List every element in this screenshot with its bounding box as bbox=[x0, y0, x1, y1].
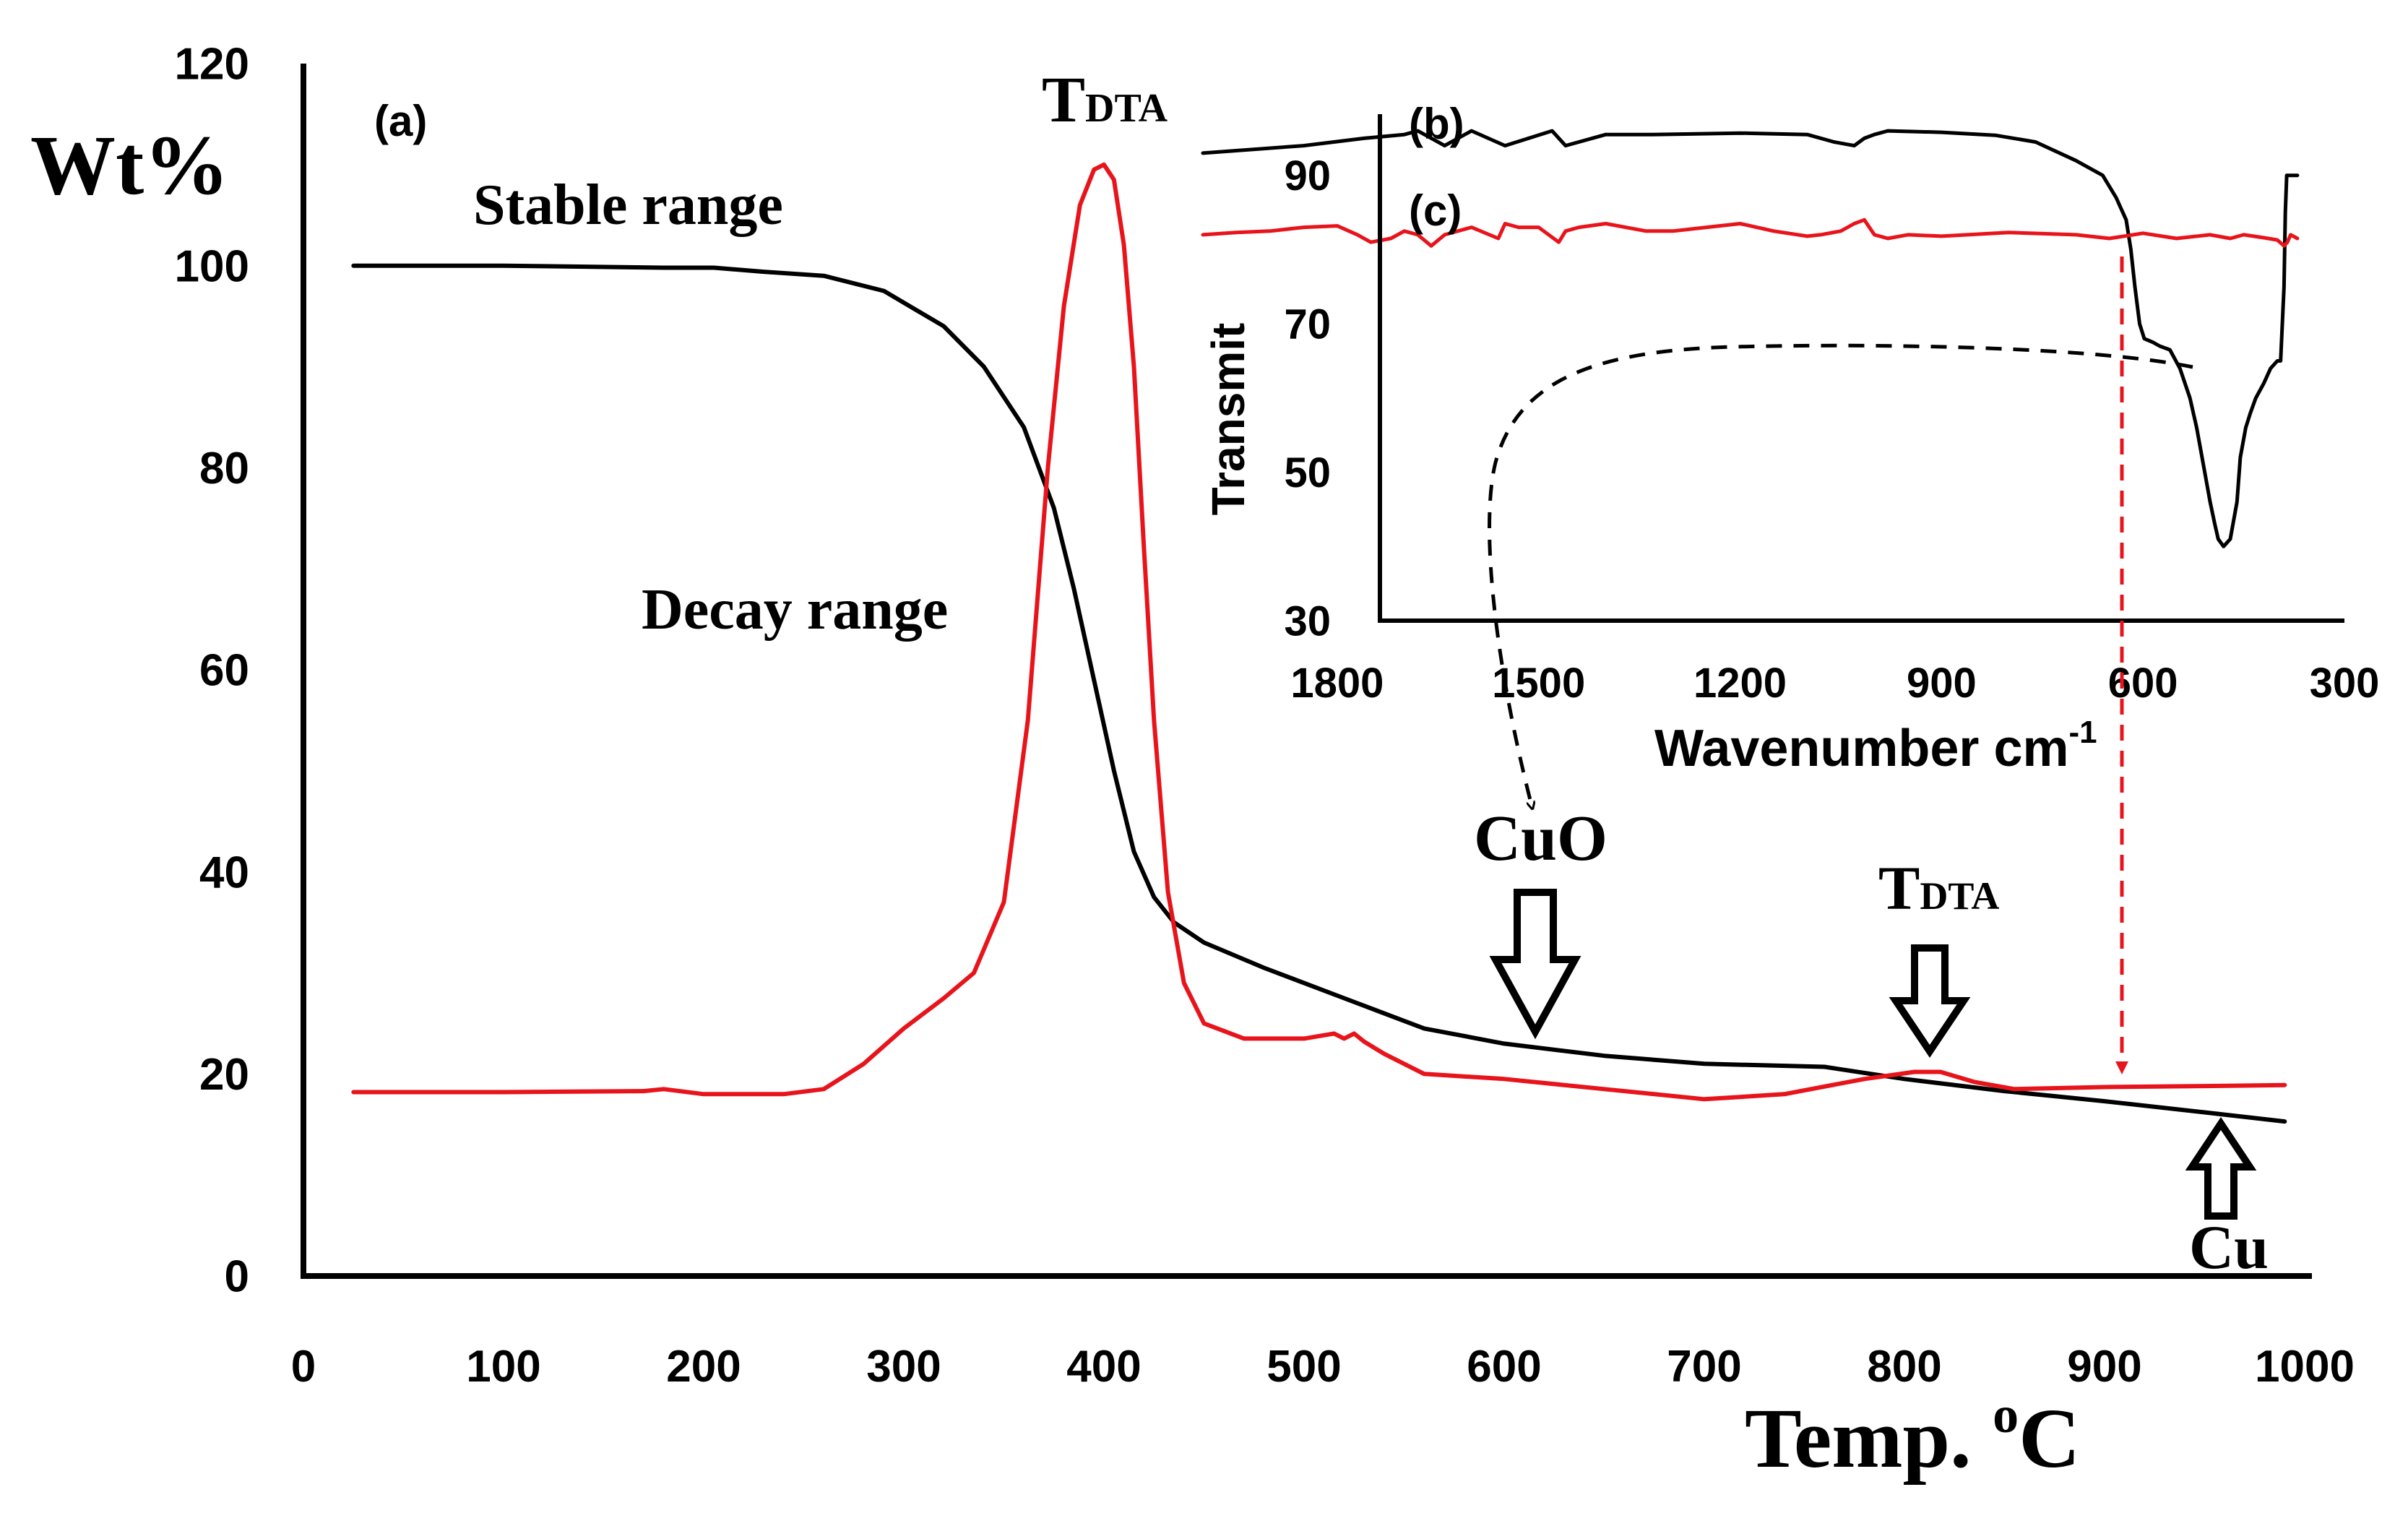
inset-x-tick-600: 600 bbox=[2108, 660, 2178, 707]
main-x-axis-label: Temp. oC bbox=[1745, 1386, 2080, 1486]
inset-y-tick-50: 50 bbox=[1284, 449, 1331, 496]
main-y-tick-labels: 0 20 40 60 80 100 120 bbox=[175, 40, 249, 1302]
tdta-label-1-sub: DTA bbox=[1085, 86, 1168, 131]
inset-x-tick-300: 300 bbox=[2310, 660, 2380, 707]
main-y-tick-80: 80 bbox=[199, 444, 249, 493]
main-x-tick-900: 900 bbox=[2067, 1342, 2141, 1392]
inset-series-group bbox=[1201, 129, 2300, 548]
inset-y-axis-label: Transmit bbox=[1202, 323, 1254, 516]
main-y-tick-40: 40 bbox=[199, 848, 249, 897]
inset-x-tick-1500: 1500 bbox=[1492, 660, 1585, 707]
cuo-label: CuO bbox=[1474, 803, 1608, 874]
inset-series-1-line bbox=[1201, 217, 2300, 248]
tdta-label-2-main: T bbox=[1878, 853, 1920, 923]
inset-x-tick-labels: 1800 1500 1200 900 600 300 bbox=[1290, 660, 2379, 707]
inset-y-tick-labels: 30 50 70 90 bbox=[1284, 152, 1331, 645]
main-x-tick-600: 600 bbox=[1467, 1342, 1541, 1392]
inset-c-label: (c) bbox=[1409, 186, 1462, 235]
main-x-tick-800: 800 bbox=[1867, 1342, 1941, 1392]
main-y-tick-60: 60 bbox=[199, 646, 249, 696]
main-x-axis-label-tail: C bbox=[2019, 1391, 2080, 1486]
stable-range-label: Stable range bbox=[473, 173, 783, 237]
main-x-tick-500: 500 bbox=[1266, 1342, 1341, 1392]
main-y-tick-100: 100 bbox=[175, 241, 249, 291]
main-x-tick-200: 200 bbox=[666, 1342, 741, 1392]
tdta-label-1: TDTA bbox=[1042, 64, 1168, 136]
main-series-1-line bbox=[351, 162, 2287, 1102]
main-y-tick-120: 120 bbox=[175, 40, 249, 90]
decay-range-label: Decay range bbox=[642, 578, 948, 642]
inset-y-tick-90: 90 bbox=[1284, 152, 1331, 199]
tdta-label-2-sub: DTA bbox=[1920, 874, 1999, 918]
main-x-axis-label-sup: o bbox=[1993, 1386, 2019, 1444]
inset-series-0-line bbox=[1201, 129, 2300, 548]
inset-b-label: (b) bbox=[1409, 100, 1464, 148]
inset-x-axis-label-sup: -1 bbox=[2069, 715, 2097, 750]
main-x-tick-300: 300 bbox=[866, 1342, 941, 1392]
main-x-tick-700: 700 bbox=[1667, 1342, 1741, 1392]
main-y-tick-0: 0 bbox=[225, 1252, 249, 1302]
tdta-label-1-main: T bbox=[1042, 64, 1085, 136]
inset-y-tick-30: 30 bbox=[1284, 598, 1331, 645]
main-y-tick-20: 20 bbox=[199, 1050, 249, 1100]
inset-x-axis-label: Wavenumber cm-1 bbox=[1654, 715, 2097, 777]
main-x-tick-0: 0 bbox=[291, 1342, 316, 1392]
inset-x-tick-900: 900 bbox=[1907, 660, 1977, 707]
inset-x-tick-1800: 1800 bbox=[1290, 660, 1384, 707]
tdta2-down-arrow bbox=[1889, 944, 1971, 1058]
cuo-connector-dashed-arrow bbox=[1488, 343, 2193, 806]
cuo-down-arrow bbox=[1489, 889, 1581, 1040]
cu-up-arrow bbox=[2185, 1116, 2257, 1220]
main-series-0-line bbox=[351, 263, 2287, 1124]
main-x-tick-400: 400 bbox=[1066, 1342, 1141, 1392]
inset-x-axis-label-main: Wavenumber cm bbox=[1654, 720, 2069, 777]
main-x-tick-1000: 1000 bbox=[2255, 1342, 2355, 1392]
tdta-label-2: TDTA bbox=[1878, 853, 1999, 923]
main-series-group bbox=[351, 162, 2287, 1124]
inset-x-tick-1200: 1200 bbox=[1693, 660, 1787, 707]
main-x-axis-label-main: Temp. bbox=[1745, 1391, 1993, 1486]
main-x-tick-labels: 0 100 200 300 400 500 600 700 800 900 1000 bbox=[291, 1342, 2355, 1392]
panel-a-label: (a) bbox=[374, 97, 427, 145]
inset-y-tick-70: 70 bbox=[1284, 301, 1331, 348]
cu-label: Cu bbox=[2189, 1212, 2269, 1282]
main-y-axis-label: Wt% bbox=[30, 118, 229, 212]
main-x-tick-100: 100 bbox=[466, 1342, 540, 1392]
main-chart: 0 100 200 300 400 500 600 700 800 900 1000 0 20 40 60… bbox=[30, 40, 2355, 1486]
